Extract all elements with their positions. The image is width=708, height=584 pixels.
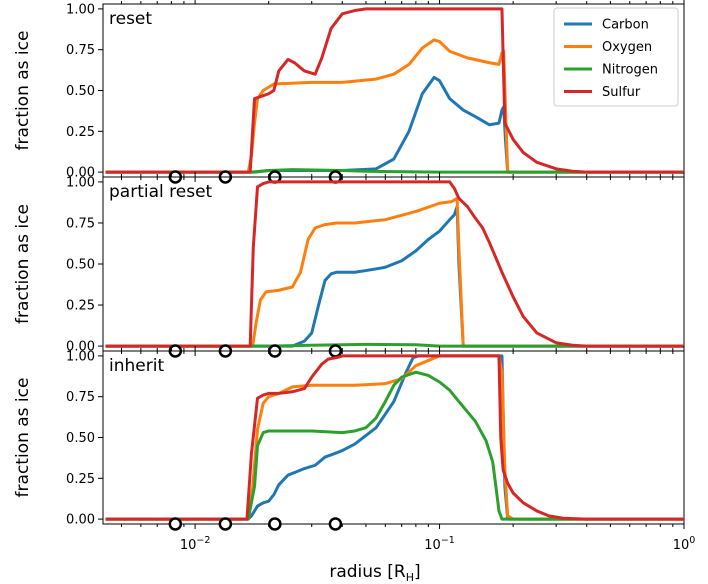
y-tick-label: 0.25 xyxy=(66,125,95,140)
marker-circle xyxy=(328,517,343,531)
panel-inherit: 0.00 0.25 0.50 0.75 1.00 fraction as ice inher… xyxy=(13,346,685,531)
y-tick-label: 0.25 xyxy=(66,472,95,487)
panel-label: inherit xyxy=(109,356,164,376)
series-line-nitrogen xyxy=(105,168,684,174)
panel-label: partial reset xyxy=(109,182,213,202)
y-tick-label: 0.25 xyxy=(66,299,95,314)
panel-reset: 0.00 0.25 0.50 0.75 1.00 fraction as ice reset xyxy=(13,0,685,184)
series-line-sulfur xyxy=(105,180,684,348)
panel-label: reset xyxy=(109,9,152,29)
y-tick-label: 0.75 xyxy=(66,43,95,58)
y-tick-label: 1.00 xyxy=(66,2,95,17)
y-tick-label: 0.50 xyxy=(66,431,95,446)
y-tick-label: 0.00 xyxy=(66,166,95,181)
y-tick-label: 0.50 xyxy=(66,84,95,99)
legend-label-oxygen: Oxygen xyxy=(602,40,652,55)
legend: Carbon Oxygen Nitrogen Sulfur xyxy=(553,7,679,107)
y-tick-label: 0.75 xyxy=(66,216,95,231)
marker-circle xyxy=(218,517,233,531)
x-tick-labels: 10−2 10−1 100 xyxy=(180,535,695,553)
x-tick-label: 100 xyxy=(673,535,696,553)
x-tick-label: 10−1 xyxy=(424,535,455,553)
y-tick-label: 0.00 xyxy=(66,340,95,355)
panels-layer: 0.00 0.25 0.50 0.75 1.00 fraction as ice reset… xyxy=(13,0,685,531)
series-line-sulfur xyxy=(105,354,684,521)
y-tick-label: 1.00 xyxy=(66,175,95,190)
series-group xyxy=(105,180,684,348)
y-tick-label: 0.75 xyxy=(66,390,95,405)
series-group xyxy=(105,354,684,521)
x-tick-label: 10−2 xyxy=(180,535,211,553)
y-axis-label: fraction as ice xyxy=(13,31,33,151)
marker-circle xyxy=(168,517,183,531)
series-line-oxygen xyxy=(105,354,684,521)
marker-circle xyxy=(268,517,282,531)
y-tick-label: 0.00 xyxy=(66,513,95,528)
series-line-oxygen xyxy=(105,196,684,348)
y-axis-label: fraction as ice xyxy=(13,204,33,324)
series-line-carbon xyxy=(105,205,684,348)
y-axis-label: fraction as ice xyxy=(13,378,33,498)
legend-label-nitrogen: Nitrogen xyxy=(602,63,658,78)
panel-partial-reset: 0.00 0.25 0.50 0.75 1.00 fraction as ice parti… xyxy=(13,172,685,358)
series-group xyxy=(105,7,684,174)
series-line-nitrogen xyxy=(105,370,684,521)
y-tick-label: 1.00 xyxy=(66,349,95,364)
y-tick-label: 0.50 xyxy=(66,258,95,273)
legend-frame xyxy=(553,7,679,107)
axes-frame xyxy=(102,350,685,525)
legend-label-carbon: Carbon xyxy=(602,18,649,33)
series-line-sulfur xyxy=(105,7,684,174)
legend-label-sulfur: Sulfur xyxy=(602,85,641,100)
x-axis-label: radius [RH] xyxy=(329,562,420,584)
